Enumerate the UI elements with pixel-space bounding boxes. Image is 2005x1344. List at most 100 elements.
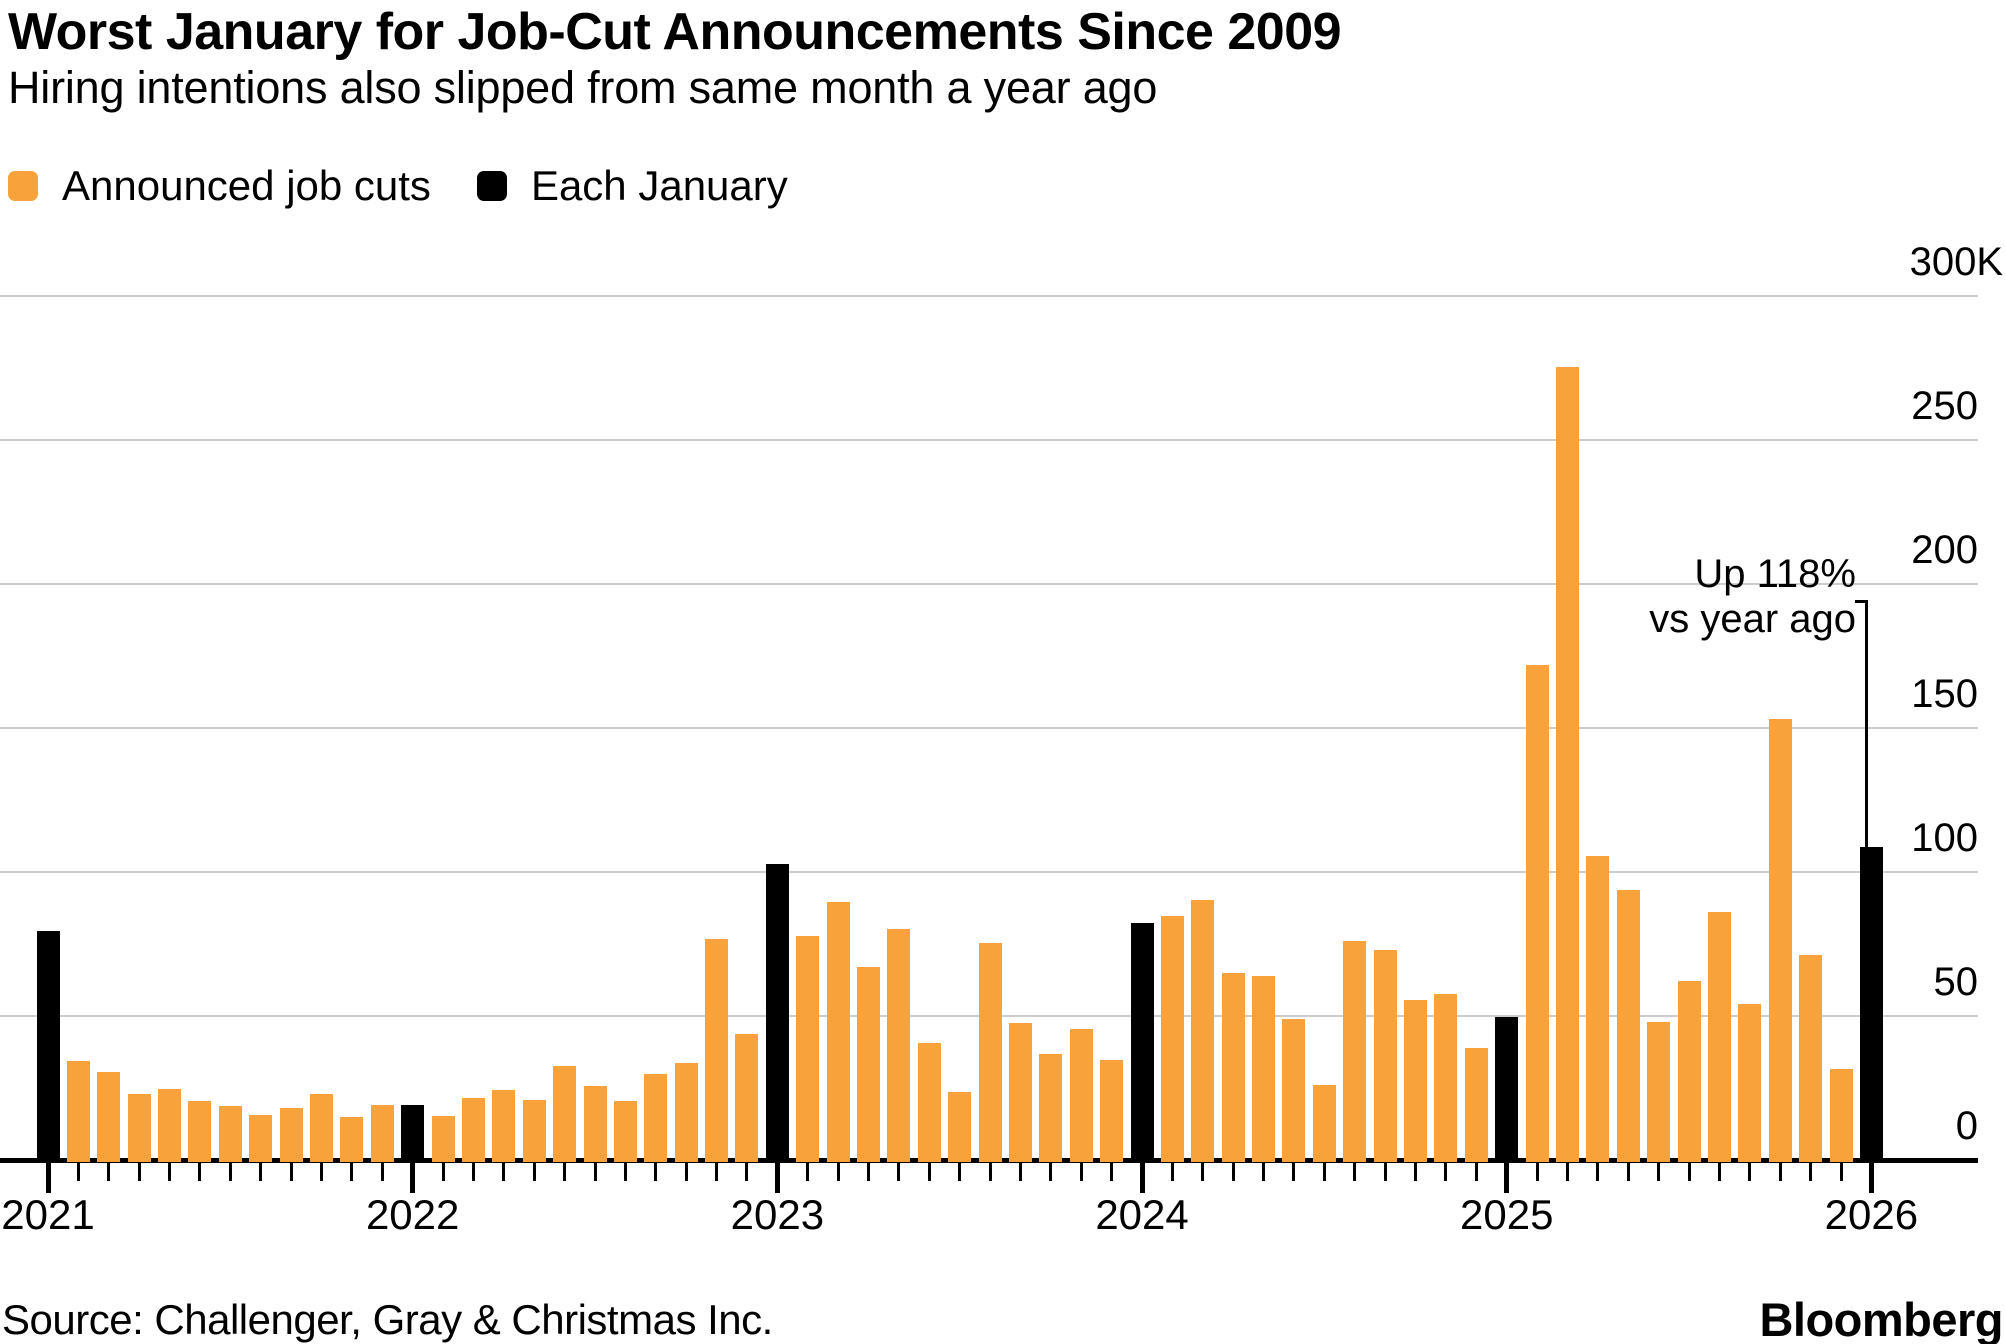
minor-tick-2024-02 xyxy=(1170,1163,1174,1181)
y-axis-label-250: 250 xyxy=(1911,384,1978,428)
y-axis-label-100: 100 xyxy=(1911,816,1978,860)
bar-2025-09 xyxy=(1738,1004,1762,1162)
bar-2021-10 xyxy=(310,1094,333,1162)
x-axis-label-2022: 2022 xyxy=(365,1191,460,1238)
bar-2022-12 xyxy=(735,1034,759,1162)
bar-2021-02 xyxy=(66,1060,90,1162)
major-tick-2024-01 xyxy=(1139,1163,1145,1193)
bar-2021-03 xyxy=(97,1071,121,1162)
bar-2024-10 xyxy=(1404,999,1428,1162)
y-axis-label-200: 200 xyxy=(1911,528,1978,572)
bar-2024-12 xyxy=(1464,1048,1488,1162)
minor-tick-2023-09 xyxy=(1018,1163,1022,1181)
minor-tick-2023-06 xyxy=(927,1163,931,1181)
major-tick-2021-01 xyxy=(45,1163,51,1193)
minor-tick-2023-07 xyxy=(958,1163,962,1181)
major-tick-2022-01 xyxy=(410,1163,416,1193)
page-title: Worst January for Job-Cut Announcements … xyxy=(8,3,1342,61)
bar-2024-11 xyxy=(1434,993,1458,1162)
x-axis-label-2025: 2025 xyxy=(1460,1191,1554,1238)
bar-2023-10 xyxy=(1039,1054,1063,1162)
minor-tick-2025-07 xyxy=(1687,1163,1691,1181)
bar-2024-03 xyxy=(1191,899,1215,1162)
bar-2022-01 xyxy=(401,1104,425,1162)
bar-2023-09 xyxy=(1008,1023,1032,1162)
minor-tick-2025-11 xyxy=(1809,1163,1813,1181)
source-credit: Source: Challenger, Gray & Christmas Inc… xyxy=(2,1296,773,1343)
bar-2022-07 xyxy=(583,1085,607,1162)
chart-legend: Announced job cuts Each January xyxy=(8,162,788,209)
minor-tick-2025-06 xyxy=(1657,1163,1661,1181)
bar-2021-01 xyxy=(36,930,60,1162)
gridline-200k xyxy=(0,583,1978,585)
bar-2021-06 xyxy=(188,1100,212,1162)
bar-2023-02 xyxy=(796,935,820,1162)
minor-tick-2025-04 xyxy=(1596,1163,1600,1181)
y-axis-label-50: 50 xyxy=(1933,960,1979,1004)
y-axis-label-150: 150 xyxy=(1911,672,1978,716)
y-axis-label-300K: 300K xyxy=(1909,240,2003,284)
major-tick-2023-01 xyxy=(774,1163,780,1193)
bar-2025-01 xyxy=(1495,1016,1519,1162)
minor-tick-2023-03 xyxy=(836,1163,840,1181)
minor-tick-2024-10 xyxy=(1414,1163,1418,1181)
minor-tick-2024-07 xyxy=(1322,1163,1326,1181)
minor-tick-2022-08 xyxy=(623,1163,627,1181)
bar-2023-12 xyxy=(1100,1059,1124,1162)
minor-tick-2021-02 xyxy=(76,1163,80,1181)
bar-2023-06 xyxy=(917,1042,941,1162)
bar-2022-08 xyxy=(613,1100,637,1162)
x-axis-label-2021: 2021 xyxy=(1,1191,95,1238)
minor-tick-2023-04 xyxy=(867,1163,871,1181)
bar-2021-04 xyxy=(127,1094,151,1162)
annotation-line-2: vs year ago xyxy=(1649,597,1856,641)
bar-2022-06 xyxy=(553,1066,577,1162)
bar-2022-10 xyxy=(674,1062,698,1162)
minor-tick-2022-05 xyxy=(532,1163,536,1181)
minor-tick-2023-10 xyxy=(1049,1163,1053,1181)
bar-2022-05 xyxy=(522,1100,546,1162)
bar-2021-08 xyxy=(249,1114,273,1162)
major-tick-2025-01 xyxy=(1504,1163,1510,1193)
minor-tick-2022-06 xyxy=(563,1163,567,1181)
minor-tick-2023-08 xyxy=(988,1163,992,1181)
minor-tick-2024-09 xyxy=(1383,1163,1387,1181)
minor-tick-2024-08 xyxy=(1353,1163,1357,1181)
minor-tick-2024-03 xyxy=(1201,1163,1205,1181)
bar-2022-09 xyxy=(644,1073,668,1162)
legend-label-each-january: Each January xyxy=(530,162,788,209)
bar-2024-05 xyxy=(1252,976,1276,1162)
minor-tick-2024-06 xyxy=(1292,1163,1296,1181)
minor-tick-2021-08 xyxy=(259,1163,263,1181)
minor-tick-2022-10 xyxy=(684,1163,688,1181)
bar-2023-07 xyxy=(948,1091,972,1162)
bar-2021-05 xyxy=(158,1089,182,1162)
legend-swatch-each-january xyxy=(476,171,507,201)
bar-2025-12 xyxy=(1829,1069,1853,1162)
bar-2025-08 xyxy=(1707,912,1731,1162)
bar-2023-08 xyxy=(978,943,1002,1162)
bar-2021-11 xyxy=(340,1117,364,1162)
bar-2022-04 xyxy=(492,1090,516,1162)
x-axis-label-2024: 2024 xyxy=(1095,1191,1189,1238)
x-axis-label-2026: 2026 xyxy=(1824,1191,1919,1238)
minor-tick-2023-12 xyxy=(1110,1163,1114,1181)
minor-tick-2022-04 xyxy=(502,1163,506,1181)
bar-2023-11 xyxy=(1069,1028,1093,1162)
minor-tick-2024-11 xyxy=(1444,1163,1448,1181)
bar-2025-04 xyxy=(1586,856,1610,1162)
minor-tick-2022-07 xyxy=(593,1163,597,1181)
bar-2022-03 xyxy=(461,1098,485,1162)
minor-tick-2022-12 xyxy=(745,1163,749,1181)
minor-tick-2025-02 xyxy=(1535,1163,1539,1181)
minor-tick-2021-05 xyxy=(168,1163,172,1181)
bar-2025-05 xyxy=(1616,889,1640,1162)
x-axis-label-2023: 2023 xyxy=(730,1191,825,1238)
minor-tick-2025-09 xyxy=(1748,1163,1752,1181)
gridline-300k xyxy=(0,295,1978,297)
bar-2024-02 xyxy=(1160,916,1184,1162)
minor-tick-2025-10 xyxy=(1778,1163,1782,1181)
bar-2024-01 xyxy=(1130,922,1154,1162)
bar-2022-11 xyxy=(705,938,729,1162)
bar-2025-10 xyxy=(1768,719,1792,1162)
